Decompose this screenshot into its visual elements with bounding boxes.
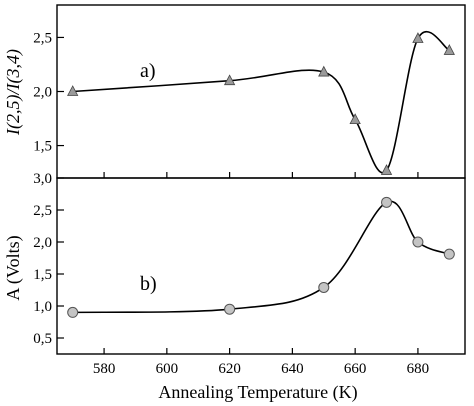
y-tick-label: 2,0 <box>33 85 52 101</box>
triangle-marker <box>412 32 424 43</box>
triangle-marker <box>443 44 455 55</box>
circle-marker <box>67 306 79 318</box>
x-tick-label: 640 <box>281 361 304 377</box>
triangle-marker <box>349 113 361 125</box>
y-tick-label: 1,5 <box>33 139 52 155</box>
circle-marker <box>443 248 455 260</box>
y-tick-label: 2,0 <box>33 235 52 251</box>
panel-a-ylabel: I(2,5)/I(3,4) <box>3 49 24 136</box>
circle-marker <box>412 236 424 248</box>
panel-a: 1,5 2,0 2,5 a) I(2,5)/I(3,4) <box>3 4 466 179</box>
y-tick-label: 0,5 <box>33 331 52 347</box>
x-tick-label: 600 <box>156 361 179 377</box>
triangle-marker <box>223 74 236 86</box>
y-tick-label: 1,5 <box>33 267 52 283</box>
panel-b-label: b) <box>140 273 157 295</box>
circle-marker <box>318 281 330 293</box>
triangle-marker <box>380 164 393 175</box>
x-tick-label: 620 <box>218 361 241 377</box>
triangle-marker <box>318 65 330 77</box>
triangle-marker <box>67 85 79 96</box>
panel-b-curve <box>72 200 450 314</box>
x-tick-label: 660 <box>344 361 367 377</box>
y-tick-label: 1,0 <box>33 299 52 315</box>
circle-marker <box>224 303 236 315</box>
y-tick-label: 3,0 <box>33 171 52 187</box>
panel-a-markers <box>67 32 455 175</box>
panel-a-frame <box>56 4 466 179</box>
x-tick-label: 580 <box>93 361 116 377</box>
x-tick-label: 680 <box>407 361 430 377</box>
circle-marker <box>381 196 393 208</box>
y-tick-label: 2,5 <box>33 203 52 219</box>
panel-a-label: a) <box>140 60 156 82</box>
panel-a-ticks: 1,5 2,0 2,5 <box>33 30 419 178</box>
y-tick-label: 2,5 <box>33 30 52 46</box>
panel-b-markers <box>67 196 455 318</box>
panel-b-frame <box>56 177 466 355</box>
panel-a-curve <box>72 30 450 174</box>
x-axis-title: Annealing Temperature (K) <box>158 382 357 403</box>
panel-b-ticks: 0,5 1,0 1,5 2,0 2,5 3,0 580 600 620 640 660 680 <box>33 171 429 377</box>
panel-b-ylabel: A (Volts) <box>3 235 24 300</box>
